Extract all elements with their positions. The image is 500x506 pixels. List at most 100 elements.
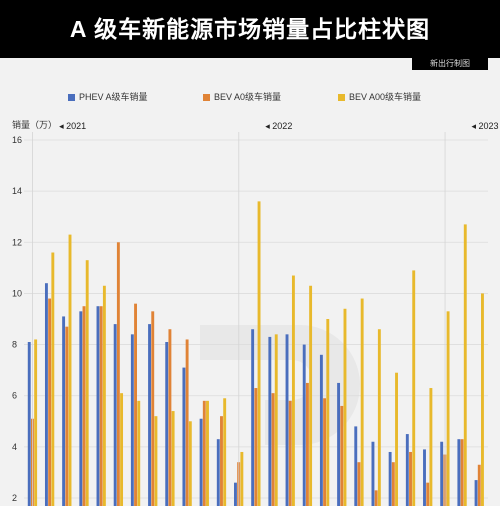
- legend-label-bev-a00: BEV A00级车销量: [349, 92, 422, 102]
- legend-label-phev: PHEV A级车销量: [79, 92, 148, 102]
- y-tick-label: 8: [12, 340, 17, 350]
- bar-bev-a00-2021-08: [154, 416, 158, 506]
- source-badge: 新出行制图: [412, 58, 488, 70]
- bar-phev-2022-01: [234, 482, 237, 506]
- y-tick-label: 16: [12, 135, 22, 145]
- bar-phev-2021-02: [44, 283, 48, 506]
- bar-phev-2021-03: [62, 316, 66, 506]
- bar-bev-a0-2021-07: [134, 303, 137, 506]
- bar-phev-2021-11: [199, 418, 203, 506]
- bar-phev-2021-12: [216, 439, 220, 506]
- legend-item-phev: PHEV A级车销量: [68, 91, 148, 103]
- bar-phev-2022-11: [405, 434, 409, 506]
- bar-phev-2021-10: [182, 367, 186, 506]
- bar-bev-a00-2021-04: [85, 260, 89, 506]
- bar-bev-a0-2022-12: [426, 482, 430, 506]
- bar-bev-a0-2022-10: [391, 462, 395, 506]
- bar-bev-a00-2023-01: [446, 311, 450, 506]
- page-title: A 级车新能源市场销量占比柱状图: [69, 16, 431, 42]
- bar-bev-a0-2021-11: [202, 400, 206, 506]
- legend-item-bev-a00: BEV A00级车销量: [338, 91, 421, 103]
- bar-bev-a00-2023-02: [463, 224, 467, 506]
- bar-bev-a00-2022-10: [395, 372, 398, 506]
- year-label-2: ◂ 2023: [472, 121, 499, 131]
- y-tick-label: 4: [12, 442, 17, 452]
- bar-bev-a0-2022-11: [409, 451, 412, 506]
- y-tick-label: 14: [12, 186, 22, 196]
- bar-bev-a0-2021-04: [82, 306, 86, 506]
- y-axis-label: 销量（万）: [12, 120, 58, 130]
- y-tick-label: 2: [12, 493, 17, 503]
- bar-bev-a00-2021-09: [171, 411, 175, 506]
- bar-phev-2021-08: [148, 324, 151, 506]
- bar-phev-2022-03: [268, 336, 272, 506]
- legend-item-bev-a0: BEV A0级车销量: [203, 91, 281, 103]
- bar-phev-2022-05: [302, 344, 306, 506]
- bar-phev-2021-09: [165, 342, 169, 506]
- bar-bev-a00-2021-05: [102, 285, 106, 506]
- legend-label-bev-a0: BEV A0级车销量: [214, 92, 282, 102]
- y-tick-label: 6: [12, 391, 17, 401]
- bar-phev-2023-02: [457, 439, 461, 506]
- bar-phev-2022-02: [251, 329, 255, 506]
- bar-bev-a00-2022-02: [257, 201, 261, 506]
- bar-phev-2021-06: [113, 324, 117, 506]
- bar-phev-2022-09: [371, 441, 375, 506]
- bar-bev-a00-2023-03: [481, 293, 484, 506]
- bar-phev-2022-04: [285, 334, 289, 506]
- bar-bev-a00-2021-12: [223, 398, 227, 506]
- bar-bev-a00-2022-09: [377, 329, 381, 506]
- bar-phev-2021-04: [79, 311, 83, 506]
- bar-bev-a0-2021-03: [65, 326, 69, 506]
- legend-swatch-bev-a00: [338, 94, 345, 102]
- bar-phev-2021-07: [130, 334, 134, 506]
- header-bar: [0, 0, 500, 58]
- bar-bev-a0-2022-05: [305, 382, 309, 506]
- bar-bev-a00-2022-03: [274, 334, 278, 506]
- bar-bev-a00-2021-03: [68, 234, 72, 506]
- legend-swatch-bev-a0: [203, 94, 210, 102]
- bar-bev-a0-2023-03: [477, 464, 481, 506]
- bar-phev-2022-12: [423, 449, 426, 506]
- bar-bev-a0-2022-08: [357, 462, 361, 506]
- bar-bev-a0-2021-10: [185, 339, 189, 506]
- bar-phev-2022-08: [354, 426, 358, 506]
- bar-bev-a0-2021-09: [168, 329, 172, 506]
- bar-bev-a00-2022-04: [291, 275, 295, 506]
- bar-bev-a00-2022-11: [412, 270, 416, 506]
- bar-bev-a0-2021-08: [151, 311, 155, 506]
- bar-bev-a00-2021-07: [137, 400, 141, 506]
- bar-bev-a0-2022-04: [288, 400, 292, 506]
- bar-bev-a00-2022-01: [240, 451, 244, 506]
- bar-bev-a00-2022-06: [326, 319, 330, 506]
- bar-bev-a00-2021-02: [51, 252, 55, 506]
- bar-bev-a0-2021-06: [116, 242, 120, 506]
- bar-phev-2023-01: [440, 441, 444, 506]
- bar-bev-a0-2022-02: [254, 388, 258, 506]
- legend-swatch-phev: [68, 94, 75, 102]
- y-tick-label: 10: [12, 288, 22, 298]
- bar-bev-a00-2022-08: [360, 298, 364, 506]
- year-label-0: ◂ 2021: [59, 121, 86, 131]
- bar-phev-2022-06: [319, 354, 323, 506]
- bar-phev-2022-07: [337, 382, 341, 506]
- bar-bev-a00-2021-10: [188, 421, 192, 506]
- bar-bev-a0-2021-02: [48, 298, 52, 506]
- bar-phev-2023-03: [474, 480, 478, 506]
- bar-bev-a0-2022-03: [271, 393, 275, 506]
- bar-phev-2022-10: [388, 451, 392, 506]
- bar-bev-a0-2021-12: [220, 416, 223, 506]
- bar-bev-a00-2021-01: [34, 339, 38, 506]
- bar-bev-a00-2022-12: [429, 388, 433, 506]
- y-tick-label: 12: [12, 237, 22, 247]
- bar-bev-a0-2022-09: [374, 490, 378, 506]
- bar-bev-a0-2022-07: [340, 405, 344, 506]
- year-label-1: ◂ 2022: [265, 121, 292, 131]
- bar-bev-a00-2022-07: [343, 308, 347, 506]
- bar-phev-2021-05: [96, 306, 100, 506]
- bar-bev-a00-2021-06: [120, 393, 124, 506]
- bar-bev-a0-2021-05: [99, 306, 103, 506]
- bar-bev-a00-2021-11: [206, 400, 209, 506]
- bar-bev-a0-2022-06: [323, 398, 327, 506]
